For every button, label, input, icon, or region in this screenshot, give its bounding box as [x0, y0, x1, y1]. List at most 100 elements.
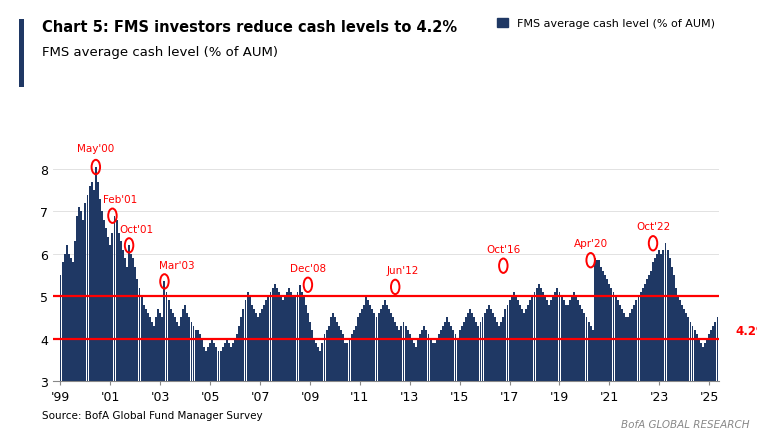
Bar [444, 322, 446, 381]
Bar [122, 250, 124, 381]
Bar [266, 301, 267, 381]
Bar [359, 314, 361, 381]
Bar [357, 318, 359, 381]
Bar [280, 297, 282, 381]
Bar [130, 254, 132, 381]
Bar [242, 309, 245, 381]
Bar [398, 330, 400, 381]
Bar [721, 326, 723, 381]
Bar [610, 288, 612, 381]
Bar [278, 292, 280, 381]
Text: Dec'08: Dec'08 [290, 263, 326, 273]
Bar [151, 322, 153, 381]
Bar [436, 339, 438, 381]
Bar [693, 330, 696, 381]
Bar [712, 326, 715, 381]
Bar [107, 237, 109, 381]
Bar [692, 326, 693, 381]
Text: Oct'01: Oct'01 [120, 224, 154, 234]
Bar [581, 309, 584, 381]
Bar [111, 233, 114, 381]
Bar [203, 347, 205, 381]
Bar [83, 220, 84, 381]
Bar [118, 233, 120, 381]
Bar [184, 305, 186, 381]
Bar [717, 318, 718, 381]
Bar [61, 263, 64, 381]
Bar [415, 347, 417, 381]
Bar [317, 347, 319, 381]
Bar [303, 297, 304, 381]
Bar [467, 314, 469, 381]
Bar [330, 318, 332, 381]
Bar [679, 301, 681, 381]
Bar [561, 297, 562, 381]
Bar [442, 326, 444, 381]
Bar [428, 335, 429, 381]
Bar [126, 267, 128, 381]
Bar [375, 318, 378, 381]
Bar [540, 288, 542, 381]
Bar [454, 335, 456, 381]
Bar [438, 335, 440, 381]
Bar [484, 314, 485, 381]
Bar [174, 318, 176, 381]
Bar [704, 343, 706, 381]
Bar [504, 309, 506, 381]
Bar [450, 326, 453, 381]
Bar [537, 284, 540, 381]
Bar [593, 258, 596, 381]
Bar [141, 297, 142, 381]
Bar [234, 339, 236, 381]
Bar [286, 292, 288, 381]
Bar [353, 330, 354, 381]
Bar [176, 322, 178, 381]
Bar [85, 204, 86, 381]
Bar [473, 318, 475, 381]
Bar [139, 288, 141, 381]
Bar [78, 208, 80, 381]
Bar [199, 335, 201, 381]
Bar [677, 297, 679, 381]
Bar [506, 305, 509, 381]
Bar [634, 305, 635, 381]
Bar [575, 297, 577, 381]
Bar [687, 318, 690, 381]
Bar [149, 318, 151, 381]
Bar [602, 271, 604, 381]
Bar [145, 309, 147, 381]
Bar [86, 195, 89, 381]
Bar [448, 322, 450, 381]
Bar [251, 305, 253, 381]
Bar [197, 330, 198, 381]
Text: Oct'22: Oct'22 [636, 222, 670, 232]
Bar [490, 309, 492, 381]
Bar [407, 330, 409, 381]
Bar [355, 326, 357, 381]
Bar [259, 314, 261, 381]
Bar [305, 305, 307, 381]
Bar [567, 305, 569, 381]
Bar [665, 244, 666, 381]
Bar [344, 343, 346, 381]
Bar [164, 282, 165, 381]
Bar [598, 261, 600, 381]
Bar [656, 254, 658, 381]
Bar [373, 314, 375, 381]
Bar [660, 254, 662, 381]
Bar [604, 276, 606, 381]
Bar [553, 297, 554, 381]
Bar [392, 318, 394, 381]
Text: Oct'16: Oct'16 [486, 244, 521, 254]
Bar [288, 288, 290, 381]
Bar [494, 318, 496, 381]
Text: Chart 5: FMS investors reduce cash levels to 4.2%: Chart 5: FMS investors reduce cash level… [42, 20, 456, 35]
Bar [413, 343, 415, 381]
Bar [662, 250, 665, 381]
Bar [338, 326, 340, 381]
Bar [172, 314, 173, 381]
Bar [315, 343, 317, 381]
Bar [685, 314, 687, 381]
Bar [372, 309, 373, 381]
Bar [565, 305, 567, 381]
